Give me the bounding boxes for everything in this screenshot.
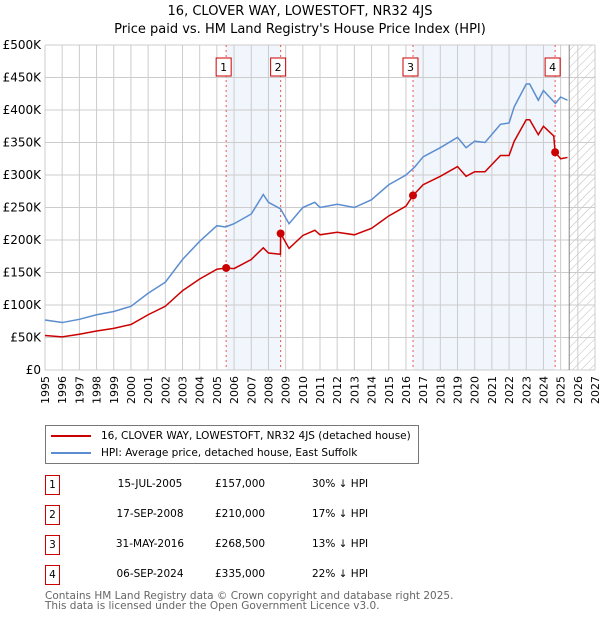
sale-label-box [402,57,419,77]
sale-label: 1 [220,61,227,74]
x-tick-label: 2017 [417,376,430,404]
sale-label: 4 [549,61,556,74]
sale-point [276,229,285,238]
x-tick-label: 1999 [108,376,121,404]
sale-hpi-diff: 30% ↓ HPI [312,478,369,490]
sale-date: 06-SEP-2024 [116,568,184,580]
y-tick-label: £300K [3,168,43,182]
sale-row: 2 17-SEP-2008 £210,000 17% ↓ HPI [45,505,465,525]
x-tick-label: 2022 [503,376,516,404]
sale-date: 17-SEP-2008 [116,508,184,520]
y-tick-label: £400K [3,103,43,117]
y-tick-label: £450K [3,71,43,85]
sale-label-box [215,57,232,77]
x-tick-label: 2020 [469,376,482,404]
legend-item-property: 16, CLOVER WAY, LOWESTOFT, NR32 4JS (det… [51,430,411,442]
sale-price: £335,000 [215,568,266,580]
x-tick-label: 2004 [194,376,207,404]
sale-point [408,191,417,200]
sale-label: 3 [407,61,414,74]
x-tick-label: 2013 [348,376,361,404]
sale-date: 15-JUL-2005 [117,478,183,490]
chart-subtitle: Price paid vs. HM Land Registry's House … [114,22,486,37]
y-tick-label: £250K [3,201,43,215]
x-tick-label: 2010 [297,376,310,404]
footer-line: Contains HM Land Registry data © Crown c… [45,590,454,602]
y-tick-label: £150K [3,266,43,280]
blue-line-swatch [51,452,91,454]
x-tick-label: 2003 [177,376,190,404]
sale-hpi-diff: 17% ↓ HPI [312,508,369,520]
y-tick-label: £500K [3,38,43,52]
sale-date: 31-MAY-2016 [115,538,185,550]
legend: 16, CLOVER WAY, LOWESTOFT, NR32 4JS (det… [45,425,419,464]
sale-price: £268,500 [215,538,266,550]
sale-hpi-diff: 13% ↓ HPI [312,538,369,550]
x-tick-label: 2014 [366,376,379,404]
y-tick-label: £50K [10,331,42,345]
x-tick-label: 2007 [245,376,258,404]
y-tick-label: £0 [26,363,41,377]
x-tick-label: 2027 [589,376,600,404]
x-tick-label: 2018 [434,376,447,404]
sale-hpi-diff: 22% ↓ HPI [312,568,369,580]
x-tick-label: 2009 [280,376,293,404]
sale-marker-number: 4 [45,565,60,585]
y-tick-label: £350K [3,136,43,150]
sale-price: £157,000 [215,478,266,490]
x-tick-label: 2002 [159,376,172,404]
price-chart: 1995 1996 1997 1998 1999 2000 2001 2002 2003 2004… [3,38,600,404]
x-tick-label: 2001 [142,376,155,404]
sale-label-box [544,57,561,77]
x-tick-label: 1998 [91,376,104,404]
property-price-line [44,119,568,338]
footer-line: This data is licensed under the Open Gov… [45,600,380,612]
sale-label: 2 [275,61,282,74]
x-tick-label: 2016 [400,376,413,404]
legend-label: 16, CLOVER WAY, LOWESTOFT, NR32 4JS (det… [101,430,411,442]
sale-marker-number: 1 [45,475,60,495]
x-tick-label: 2006 [228,376,241,404]
sale-price: £210,000 [215,508,266,520]
x-tick-label: 2023 [520,376,533,404]
sale-row: 1 15-JUL-2005 £157,000 30% ↓ HPI [45,475,465,495]
x-tick-label: 2024 [537,376,550,404]
x-tick-label: 2026 [572,376,585,404]
sale-point [551,148,560,157]
sale-point [222,263,231,272]
x-tick-label: 1997 [73,376,86,404]
legend-label: HPI: Average price, detached house, East… [101,447,358,459]
sale-row: 4 06-SEP-2024 £335,000 22% ↓ HPI [45,565,465,585]
x-tick-label: 1996 [56,376,69,404]
x-tick-label: 2008 [262,376,275,404]
sale-row: 3 31-MAY-2016 £268,500 13% ↓ HPI [45,535,465,555]
sale-label-box [270,57,287,77]
x-tick-label: 2012 [331,376,344,404]
y-tick-label: £200K [3,233,43,247]
hpi-line [44,83,568,324]
chart-title: 16, CLOVER WAY, LOWESTOFT, NR32 4JS [167,4,433,19]
x-tick-label: 2005 [211,376,224,404]
x-tick-label: 1995 [39,376,52,404]
red-line-swatch [51,435,91,437]
x-tick-label: 2025 [555,376,568,404]
x-tick-label: 2019 [452,376,465,404]
sale-marker-number: 3 [45,535,60,555]
x-tick-label: 2015 [383,376,396,404]
x-tick-label: 2011 [314,376,327,404]
y-tick-label: £100K [3,298,43,312]
footer: Contains HM Land Registry data © Crown c… [45,590,454,612]
sale-marker-number: 2 [45,505,60,525]
legend-item-hpi: HPI: Average price, detached house, East… [51,447,357,459]
x-tick-label: 2000 [125,376,138,404]
x-tick-label: 2021 [486,376,499,404]
